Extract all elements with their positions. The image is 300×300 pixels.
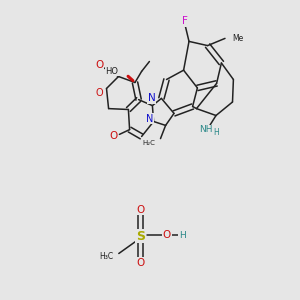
- Text: HO: HO: [106, 67, 118, 76]
- Text: O: O: [95, 59, 104, 70]
- Text: NH: NH: [199, 125, 212, 134]
- Text: Me: Me: [232, 34, 244, 43]
- Text: O: O: [96, 88, 103, 98]
- Text: H₃C: H₃C: [99, 252, 113, 261]
- Text: S: S: [136, 230, 145, 243]
- Text: O: O: [109, 131, 118, 141]
- Text: H: H: [213, 128, 219, 137]
- Text: F: F: [182, 16, 188, 26]
- Text: H: H: [179, 231, 186, 240]
- Text: N: N: [148, 93, 155, 103]
- Text: O: O: [163, 230, 171, 240]
- Text: O: O: [136, 257, 145, 268]
- Text: H₂C: H₂C: [142, 140, 155, 146]
- Text: O: O: [136, 205, 145, 215]
- Text: N: N: [146, 113, 153, 124]
